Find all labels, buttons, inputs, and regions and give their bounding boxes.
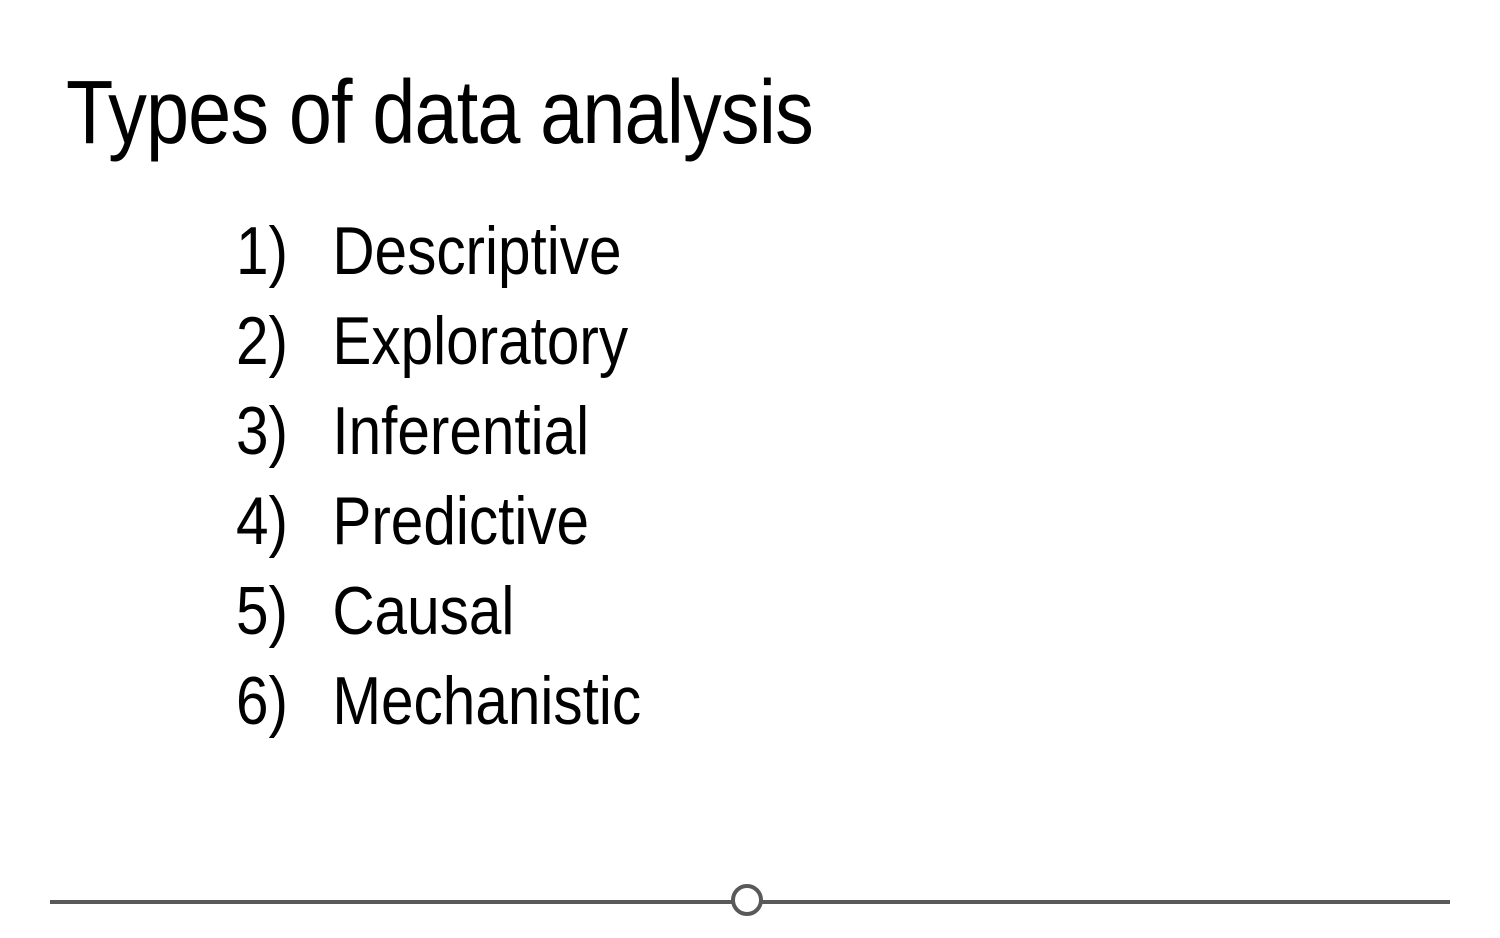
list-item: 4) Predictive — [236, 482, 641, 572]
list-item: 1) Descriptive — [236, 212, 641, 302]
list-item-label: Predictive — [332, 483, 590, 559]
list-item: 6) Mechanistic — [236, 662, 641, 752]
footer-circle-icon — [731, 884, 763, 916]
slide-title: Types of data analysis — [66, 63, 814, 163]
list-item-label: Descriptive — [332, 213, 622, 289]
list-item: 5) Causal — [236, 572, 641, 662]
list-item-number: 5) — [236, 573, 289, 649]
list-item-number: 4) — [236, 483, 289, 559]
list-item: 2) Exploratory — [236, 302, 641, 392]
list-item-number: 3) — [236, 393, 289, 469]
list-item: 3) Inferential — [236, 392, 641, 482]
list-item-label: Mechanistic — [332, 663, 642, 739]
list-item-number: 1) — [236, 213, 289, 289]
list-item-label: Inferential — [332, 393, 590, 469]
list-item-number: 6) — [236, 663, 289, 739]
analysis-types-list: 1) Descriptive 2) Exploratory 3) Inferen… — [236, 212, 707, 752]
list-item-label: Exploratory — [332, 303, 629, 379]
list-item-label: Causal — [332, 573, 515, 649]
list-item-number: 2) — [236, 303, 289, 379]
